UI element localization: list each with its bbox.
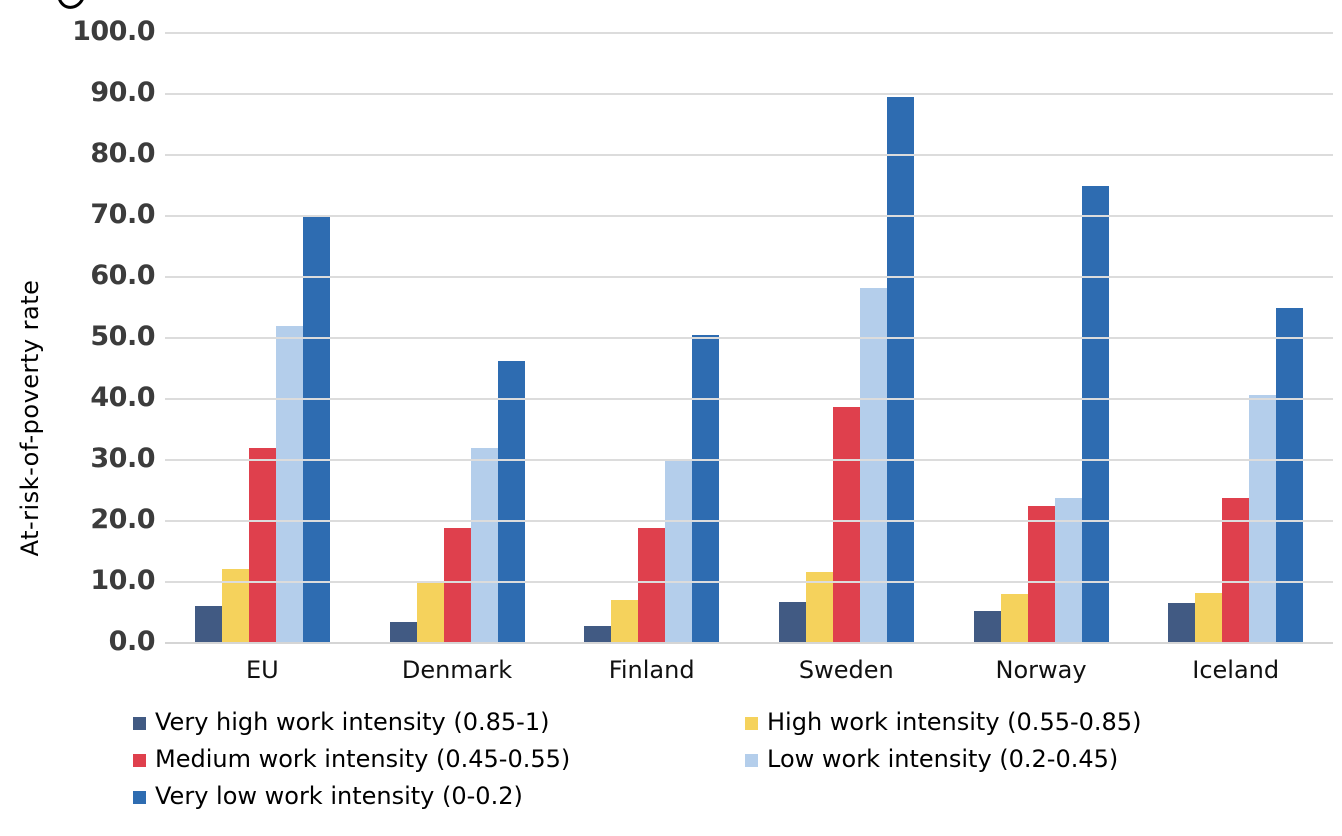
gridline-y-60 (165, 276, 1333, 278)
y-tick-label: 0.0 (108, 625, 156, 657)
x-axis-label-finland: Finland (608, 656, 695, 684)
bar (611, 599, 639, 643)
legend-swatch-icon (745, 716, 758, 730)
bar (1027, 505, 1055, 643)
bar (1000, 593, 1028, 643)
plot-area (165, 32, 1333, 644)
bar (302, 214, 330, 643)
y-tick-label: 70.0 (90, 198, 155, 230)
gridline-y-80 (165, 154, 1333, 156)
y-tick-label: 10.0 (90, 564, 155, 596)
bar (805, 571, 833, 643)
legend-item: Medium work intensity (0.45-0.55) (133, 745, 745, 773)
x-axis-labels: EU Denmark Finland Sweden Norway Iceland (165, 656, 1333, 684)
bar-groups (165, 33, 1333, 643)
legend-label: Very low work intensity (0-0.2) (155, 782, 523, 810)
bar (584, 625, 612, 643)
bar (692, 334, 720, 643)
legend: Very high work intensity (0.85-1) High wo… (133, 708, 1141, 810)
bar (1081, 185, 1109, 643)
legend-label: Very high work intensity (0.85-1) (155, 708, 550, 736)
y-tick-label: 40.0 (90, 381, 155, 413)
bar-group-denmark (360, 33, 555, 643)
x-axis-label-iceland: Iceland (1192, 656, 1280, 684)
bar (638, 528, 666, 643)
legend-item: Very high work intensity (0.85-1) (133, 708, 745, 736)
bar (1168, 603, 1196, 643)
y-axis-title: At-risk-of-poverty rate (16, 279, 44, 557)
bar (665, 459, 693, 643)
gridline-y-100 (165, 32, 1333, 34)
x-axis-label-denmark: Denmark (401, 656, 513, 684)
bar (1276, 307, 1304, 643)
legend-swatch-icon (133, 790, 146, 804)
bar (778, 601, 806, 643)
bar (886, 97, 914, 643)
bar (470, 448, 498, 643)
gridline-y-50 (165, 337, 1333, 339)
bar (416, 583, 444, 643)
bar-group-iceland (1138, 33, 1333, 643)
gridline-y-40 (165, 398, 1333, 400)
bar (194, 605, 222, 643)
gridline-y-70 (165, 215, 1333, 217)
bar (1054, 497, 1082, 643)
y-tick-label: 20.0 (90, 503, 155, 535)
y-axis-tick-labels: 0.0 10.0 20.0 30.0 40.0 50.0 60.0 70.0 80.0 90.0 1… (55, 16, 155, 657)
gridline-y-90 (165, 93, 1333, 95)
legend-swatch-icon (745, 753, 758, 767)
bar (221, 568, 249, 643)
bar (973, 611, 1001, 643)
bar (1222, 498, 1250, 643)
bar (275, 325, 303, 643)
legend-swatch-icon (133, 716, 146, 730)
legend-item: High work intensity (0.55-0.85) (745, 708, 1141, 736)
x-axis-label-eu: EU (245, 656, 279, 684)
bar-group-norway (944, 33, 1139, 643)
bar (1249, 395, 1277, 643)
gridline-y-0 (165, 642, 1333, 644)
gridline-y-30 (165, 459, 1333, 461)
y-tick-label: 50.0 (90, 320, 155, 352)
y-tick-label: 30.0 (90, 442, 155, 474)
legend-label: High work intensity (0.55-0.85) (767, 708, 1142, 736)
bar (443, 528, 471, 643)
gridline-y-20 (165, 520, 1333, 522)
y-tick-label: 80.0 (90, 137, 155, 169)
bar (389, 622, 417, 643)
legend-label: Medium work intensity (0.45-0.55) (155, 745, 571, 773)
legend-item: Very low work intensity (0-0.2) (133, 782, 745, 810)
bar (248, 447, 276, 643)
legend-item: Low work intensity (0.2-0.45) (745, 745, 1141, 773)
legend-swatch-icon (133, 753, 146, 767)
bar-group-eu (165, 33, 360, 643)
bar-group-sweden (749, 33, 944, 643)
x-axis-label-sweden: Sweden (798, 656, 894, 684)
bar (859, 287, 887, 643)
y-tick-label: 90.0 (90, 76, 155, 108)
bar (832, 406, 860, 643)
y-tick-label: 100.0 (72, 15, 155, 47)
cropped-glyph-artifact (58, 0, 84, 9)
bar (497, 360, 525, 643)
bar (1195, 592, 1223, 643)
x-axis-label-norway: Norway (995, 656, 1087, 684)
gridline-y-10 (165, 581, 1333, 583)
bar-group-finland (554, 33, 749, 643)
y-tick-label: 60.0 (90, 259, 155, 291)
legend-label: Low work intensity (0.2-0.45) (767, 745, 1119, 773)
